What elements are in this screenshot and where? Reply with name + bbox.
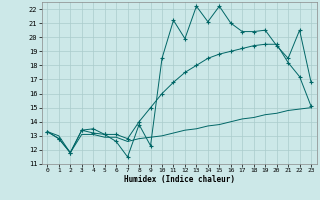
X-axis label: Humidex (Indice chaleur): Humidex (Indice chaleur): [124, 175, 235, 184]
